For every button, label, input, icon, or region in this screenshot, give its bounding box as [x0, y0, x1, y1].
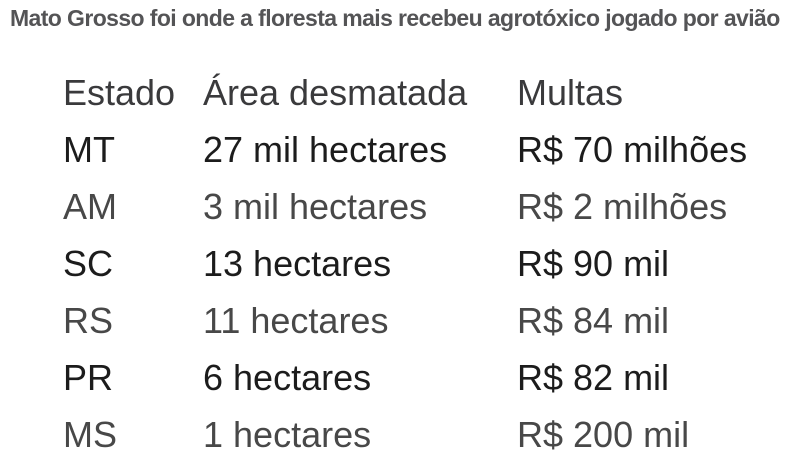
estado-cell: RS	[63, 300, 114, 341]
estado-cell: SC	[63, 243, 114, 284]
table-row: SC 13 hectares R$ 90 mil	[63, 235, 783, 292]
multas-cell: R$ 70 milhões	[517, 129, 748, 170]
estado-cell: AM	[63, 186, 117, 227]
page-title: Mato Grosso foi onde a floresta mais rec…	[10, 5, 780, 31]
column-header-area-desmatada: Área desmatada	[203, 72, 468, 113]
table-header-row: Estado Área desmatada Multas	[63, 64, 783, 121]
area-cell: 13 hectares	[203, 243, 392, 284]
column-header-multas: Multas	[517, 72, 624, 113]
multas-cell: R$ 90 mil	[517, 243, 670, 284]
estado-cell: PR	[63, 357, 114, 398]
area-cell: 27 mil hectares	[203, 129, 448, 170]
data-table: Estado Área desmatada Multas MT 27 mil h…	[63, 64, 783, 463]
column-header-estado: Estado	[63, 72, 176, 113]
table-row: MS 1 hectares R$ 200 mil	[63, 406, 783, 463]
estado-cell: MS	[63, 414, 117, 455]
estado-cell: MT	[63, 129, 115, 170]
table-body: MT 27 mil hectares R$ 70 milhões AM 3 mi…	[63, 121, 783, 463]
multas-cell: R$ 84 mil	[517, 300, 670, 341]
area-cell: 3 mil hectares	[203, 186, 428, 227]
multas-cell: R$ 2 milhões	[517, 186, 728, 227]
table-row: RS 11 hectares R$ 84 mil	[63, 292, 783, 349]
area-cell: 11 hectares	[203, 300, 389, 341]
multas-cell: R$ 200 mil	[517, 414, 690, 455]
multas-cell: R$ 82 mil	[517, 357, 670, 398]
table-row: MT 27 mil hectares R$ 70 milhões	[63, 121, 783, 178]
area-cell: 1 hectares	[203, 414, 372, 455]
area-cell: 6 hectares	[203, 357, 372, 398]
table-row: AM 3 mil hectares R$ 2 milhões	[63, 178, 783, 235]
table-row: PR 6 hectares R$ 82 mil	[63, 349, 783, 406]
